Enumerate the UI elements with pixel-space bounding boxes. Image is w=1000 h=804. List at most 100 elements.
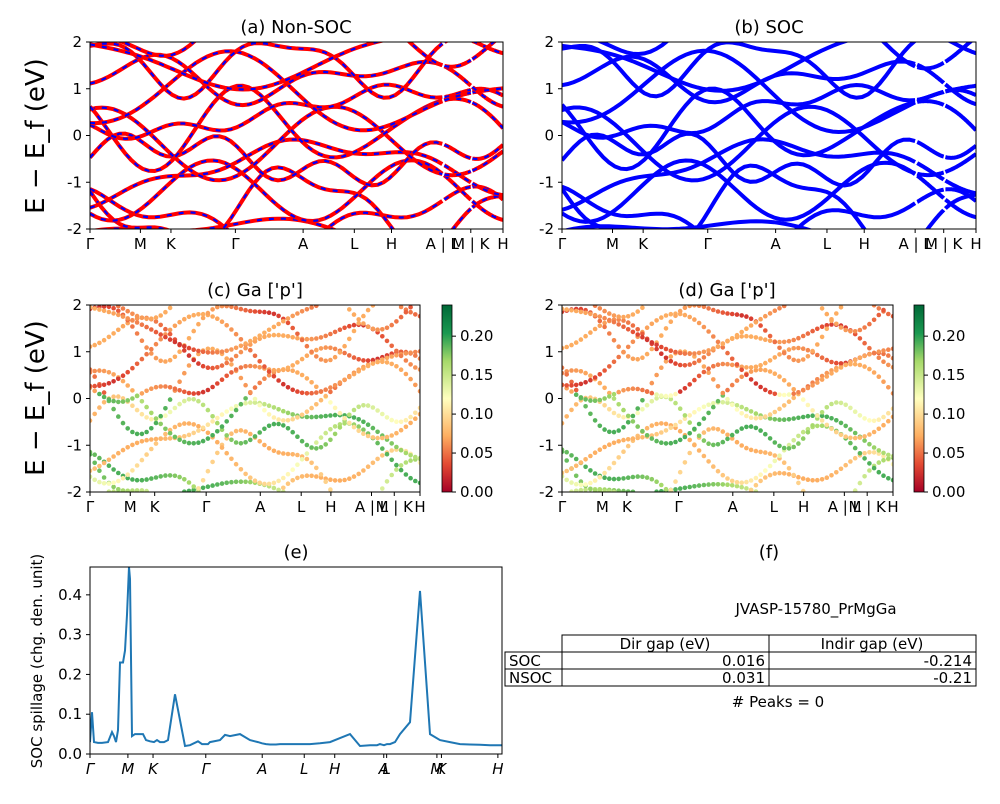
projection-point xyxy=(304,409,310,415)
projection-point xyxy=(663,393,669,399)
projection-point xyxy=(342,325,347,331)
projection-point xyxy=(116,305,121,309)
projection-point xyxy=(763,328,768,333)
projection-point xyxy=(829,416,834,421)
projection-point xyxy=(673,487,678,492)
band-line xyxy=(471,149,503,173)
projection-point xyxy=(758,415,763,421)
projection-point xyxy=(370,326,376,332)
projection-point xyxy=(862,434,867,439)
projection-point xyxy=(285,365,291,371)
projection-point xyxy=(304,307,310,312)
projection-point xyxy=(682,460,688,465)
projection-point xyxy=(309,380,314,385)
projection-point xyxy=(848,359,853,365)
projection-point xyxy=(562,470,565,476)
projection-point xyxy=(706,410,711,416)
projection-point xyxy=(116,312,121,318)
projection-point xyxy=(739,484,744,490)
projection-point xyxy=(281,489,286,492)
projection-point xyxy=(800,488,806,492)
projection-point xyxy=(829,473,834,478)
projection-point xyxy=(569,383,574,388)
y-tick-label: 2 xyxy=(544,296,554,314)
projection-point xyxy=(238,306,244,312)
projection-point xyxy=(758,363,763,368)
projection-point xyxy=(696,305,702,308)
band-line xyxy=(916,61,945,71)
projection-point xyxy=(116,414,121,419)
projection-point xyxy=(252,364,258,369)
projection-point xyxy=(654,431,659,437)
projection-point xyxy=(318,435,324,440)
projection-point xyxy=(800,346,806,352)
x-tick-label: A | L xyxy=(828,498,862,516)
projection-point xyxy=(663,421,669,427)
projection-point xyxy=(791,438,796,443)
projection-point xyxy=(852,329,858,334)
projection-point xyxy=(578,479,584,484)
projection-point xyxy=(398,419,404,425)
projection-point xyxy=(153,441,159,446)
projection-point xyxy=(106,370,112,375)
projection-point xyxy=(607,489,612,492)
projection-point xyxy=(819,418,825,423)
projection-point xyxy=(852,361,858,367)
projection-point xyxy=(805,331,811,336)
projection-point xyxy=(715,309,721,314)
projection-point xyxy=(356,417,362,422)
band-line-soc-overlay xyxy=(471,194,503,209)
projection-point xyxy=(196,486,201,491)
projection-point xyxy=(182,477,187,482)
projection-point xyxy=(224,409,229,414)
projection-point xyxy=(810,348,815,354)
projection-point xyxy=(739,329,744,335)
projection-point xyxy=(238,337,244,342)
projection-point xyxy=(852,435,858,441)
projection-point xyxy=(696,373,702,379)
projection-point xyxy=(881,348,886,353)
projection-point xyxy=(167,331,173,337)
projection-point xyxy=(701,355,707,360)
projection-point xyxy=(101,368,107,374)
projection-point xyxy=(210,314,215,319)
band-line-soc-overlay xyxy=(90,42,382,91)
projection-point xyxy=(233,331,239,337)
projection-point xyxy=(607,394,612,399)
projection-point xyxy=(257,439,263,444)
projection-point xyxy=(191,441,196,446)
projection-point xyxy=(200,363,206,369)
projection-point xyxy=(583,457,588,462)
projection-point xyxy=(777,374,782,379)
band-line xyxy=(947,42,976,56)
projection-point xyxy=(706,306,711,311)
projection-point xyxy=(97,340,102,346)
projection-point xyxy=(266,333,272,338)
colorbar-tick-label: 0.05 xyxy=(932,444,965,462)
x-tick-label: Γ xyxy=(558,235,567,253)
projection-point xyxy=(417,411,420,417)
projection-point xyxy=(314,474,319,479)
projection-point xyxy=(243,440,248,445)
projection-point xyxy=(125,383,130,388)
projection-point xyxy=(304,442,310,448)
projection-point xyxy=(602,403,607,408)
projection-point xyxy=(328,477,333,483)
projection-point xyxy=(205,468,211,474)
projection-point xyxy=(116,470,121,476)
projection-point xyxy=(262,330,267,336)
projection-point xyxy=(734,429,740,434)
projection-point xyxy=(205,387,211,393)
projection-point xyxy=(720,429,726,434)
projection-point xyxy=(654,318,659,323)
projection-point xyxy=(687,484,692,490)
projection-point xyxy=(607,407,612,412)
projection-point xyxy=(224,419,229,424)
projection-point xyxy=(611,391,617,397)
projection-point xyxy=(791,472,796,478)
x-tick-label: L xyxy=(770,498,779,516)
projection-point xyxy=(848,459,853,464)
projection-point xyxy=(564,372,569,377)
projection-point xyxy=(862,416,867,421)
